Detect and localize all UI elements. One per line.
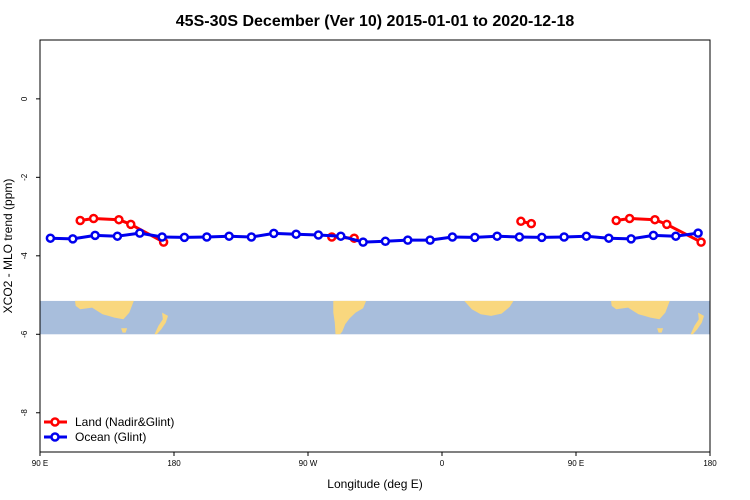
series-line <box>50 231 699 244</box>
ocean-strip <box>40 300 710 335</box>
new-zealand-shape <box>154 312 168 335</box>
data-point <box>157 232 167 242</box>
data-point <box>526 218 537 229</box>
data-point <box>313 230 324 240</box>
x-tick-label: 90 E <box>568 459 584 468</box>
x-tick-label: 180 <box>167 459 181 468</box>
y-axis: 0 -2 -4 -6 -8 <box>20 96 40 416</box>
world-map-band <box>40 300 710 335</box>
x-axis: 90 E 180 90 W 0 90 E 180 <box>32 452 717 468</box>
data-point <box>516 216 526 227</box>
data-point <box>358 237 368 247</box>
data-point <box>624 213 635 224</box>
plot-frame <box>39 39 711 453</box>
y-tick-label: -4 <box>20 252 29 260</box>
data-point <box>112 231 123 241</box>
data-point <box>336 231 346 241</box>
y-tick-label: -6 <box>20 330 29 338</box>
data-point <box>447 232 458 242</box>
data-point <box>559 232 569 242</box>
data-point <box>68 234 78 244</box>
data-point <box>224 231 234 241</box>
data-point <box>114 214 124 225</box>
data-point <box>626 234 636 244</box>
data-point <box>604 233 614 243</box>
tasmania-shape <box>121 328 128 333</box>
legend-item-land: Land (Nadir&Glint) <box>44 415 174 429</box>
data-point <box>403 235 413 245</box>
legend: Land (Nadir&Glint) Ocean (Glint) <box>44 415 174 444</box>
data-point <box>492 231 502 241</box>
data-point <box>246 232 257 242</box>
y-tick-label: 0 <box>20 96 29 101</box>
data-point <box>90 230 100 241</box>
data-point <box>611 215 621 226</box>
series-ocean <box>45 228 703 247</box>
data-point <box>291 229 301 239</box>
data-point <box>75 215 85 226</box>
data-point <box>88 213 99 224</box>
data-point <box>693 228 703 238</box>
legend-item-ocean: Ocean (Glint) <box>44 430 146 444</box>
data-point <box>581 231 592 241</box>
data-point <box>514 232 525 242</box>
southern-africa-shape <box>464 300 514 316</box>
x-tick-label: 0 <box>440 459 445 468</box>
y-axis-label: XCO2 - MLO trend (ppm) <box>1 179 15 314</box>
chart-title: 45S-30S December (Ver 10) 2015-01-01 to … <box>176 13 575 30</box>
south-america-shape <box>333 300 367 335</box>
series-layer <box>45 213 706 247</box>
new-zealand-shape <box>690 312 704 335</box>
data-point <box>650 214 660 225</box>
data-point <box>179 232 190 243</box>
x-tick-label: 180 <box>703 459 717 468</box>
australia-shape <box>75 300 134 320</box>
data-point <box>380 236 391 247</box>
y-tick-label: -8 <box>20 409 29 417</box>
x-tick-label: 90 W <box>299 459 318 468</box>
data-point <box>425 235 435 245</box>
data-point <box>696 237 706 247</box>
x-tick-label: 90 E <box>32 459 48 468</box>
x-axis-label: Longitude (deg E) <box>327 477 422 491</box>
data-point <box>671 231 681 241</box>
legend-label-ocean: Ocean (Glint) <box>75 430 146 444</box>
legend-label-land: Land (Nadir&Glint) <box>75 415 174 429</box>
data-point <box>45 233 56 243</box>
tasmania-shape <box>657 328 664 333</box>
y-tick-label: -2 <box>20 173 29 181</box>
data-point <box>135 228 145 238</box>
data-point <box>202 232 212 242</box>
data-point <box>662 219 672 230</box>
data-point <box>269 228 279 239</box>
data-point <box>537 232 547 243</box>
data-point <box>126 219 136 230</box>
data-point <box>648 230 659 241</box>
australia-shape <box>611 300 670 320</box>
data-point <box>470 232 480 243</box>
